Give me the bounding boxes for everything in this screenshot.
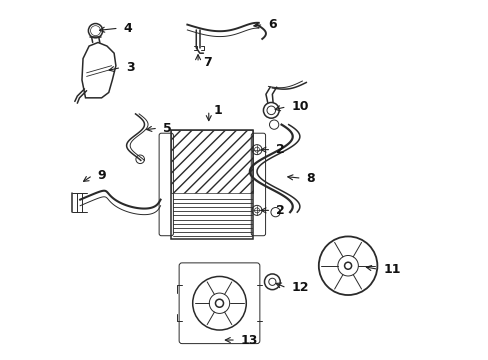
- Text: 10: 10: [291, 100, 308, 113]
- Text: 2: 2: [275, 204, 284, 217]
- Text: 11: 11: [382, 263, 400, 276]
- Text: 2: 2: [275, 143, 284, 156]
- Text: 3: 3: [125, 61, 134, 74]
- Text: 6: 6: [267, 18, 276, 31]
- Text: 5: 5: [163, 122, 171, 135]
- Text: 9: 9: [97, 169, 106, 182]
- Text: 7: 7: [203, 56, 211, 69]
- Bar: [171, 130, 253, 239]
- Text: 13: 13: [240, 333, 257, 347]
- Text: 8: 8: [305, 172, 314, 185]
- Text: 4: 4: [123, 22, 132, 35]
- Bar: [171, 130, 253, 193]
- Text: 1: 1: [213, 104, 222, 117]
- Text: 12: 12: [291, 282, 308, 294]
